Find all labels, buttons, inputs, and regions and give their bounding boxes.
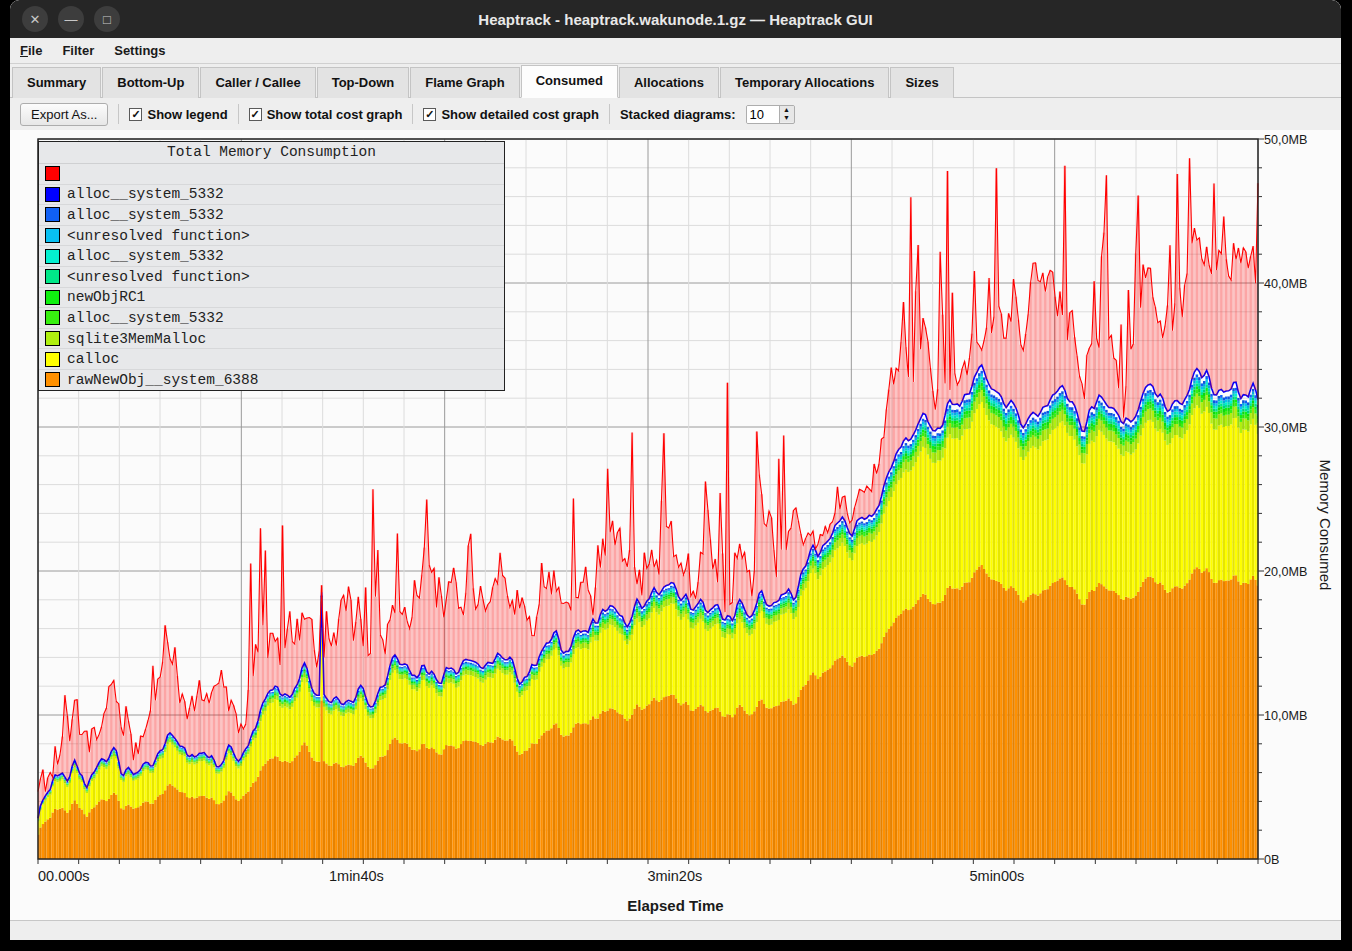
svg-text:5min00s: 5min00s bbox=[970, 868, 1025, 884]
svg-text:40,0MB: 40,0MB bbox=[1264, 277, 1307, 291]
svg-text:50,0MB: 50,0MB bbox=[1264, 133, 1307, 147]
svg-text:3min20s: 3min20s bbox=[647, 868, 702, 884]
svg-text:00.000s: 00.000s bbox=[38, 868, 90, 884]
svg-text:20,0MB: 20,0MB bbox=[1264, 565, 1307, 579]
svg-text:10,0MB: 10,0MB bbox=[1264, 709, 1307, 723]
svg-text:0B: 0B bbox=[1264, 853, 1279, 867]
svg-text:1min40s: 1min40s bbox=[329, 868, 384, 884]
svg-text:30,0MB: 30,0MB bbox=[1264, 421, 1307, 435]
